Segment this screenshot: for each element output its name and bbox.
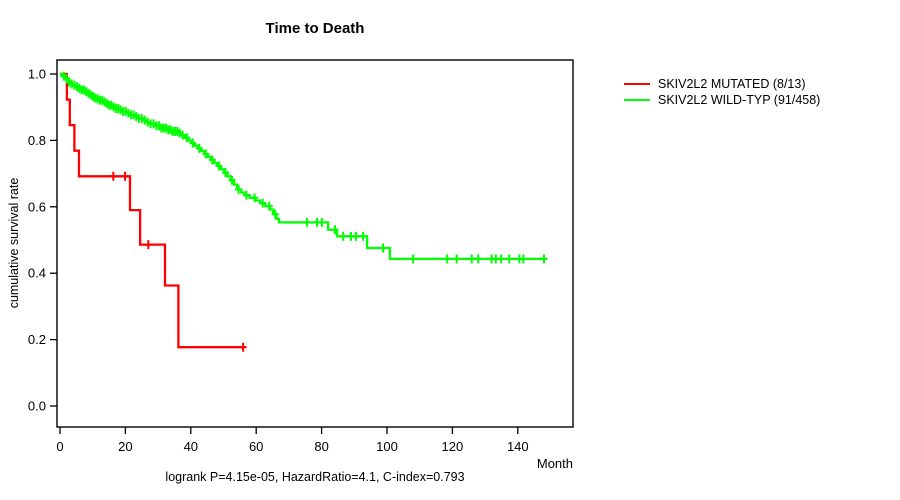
x-tick-label: 120 xyxy=(442,439,464,454)
legend-line-red-icon xyxy=(624,83,650,85)
x-tick-label: 80 xyxy=(314,439,328,454)
legend: SKIV2L2 MUTATED (8/13) SKIV2L2 WILD-TYP … xyxy=(624,76,820,108)
chart-title: Time to Death xyxy=(265,20,365,37)
x-tick-label: 100 xyxy=(376,439,398,454)
legend-item-mutated: SKIV2L2 MUTATED (8/13) xyxy=(624,76,820,92)
legend-line-green-icon xyxy=(624,99,650,101)
survival-curve-mutated xyxy=(60,72,245,349)
survival-curve-wildtype xyxy=(60,72,546,261)
x-tick-label: 60 xyxy=(249,439,263,454)
y-tick-label: 0.6 xyxy=(28,199,46,214)
stats-caption: logrank P=4.15e-05, HazardRatio=4.1, C-i… xyxy=(165,470,465,484)
y-axis-title: cumulative survival rate xyxy=(7,177,21,309)
plot-border xyxy=(56,59,574,428)
legend-item-wildtype: SKIV2L2 WILD-TYP (91/458) xyxy=(624,92,820,108)
y-tick-label: 1.0 xyxy=(28,67,46,82)
x-axis-title: Month xyxy=(536,456,573,471)
y-tick-label: 0.4 xyxy=(28,266,46,281)
y-tick-label: 0.8 xyxy=(28,133,46,148)
legend-label-mutated: SKIV2L2 MUTATED (8/13) xyxy=(658,77,806,91)
legend-label-wildtype: SKIV2L2 WILD-TYP (91/458) xyxy=(658,93,821,107)
x-tick-label: 0 xyxy=(56,439,63,454)
y-tick-label: 0.2 xyxy=(28,332,46,347)
y-tick-label: 0.0 xyxy=(28,399,46,414)
x-tick-label: 140 xyxy=(507,439,529,454)
x-tick-label: 20 xyxy=(118,439,132,454)
x-tick-label: 40 xyxy=(184,439,198,454)
